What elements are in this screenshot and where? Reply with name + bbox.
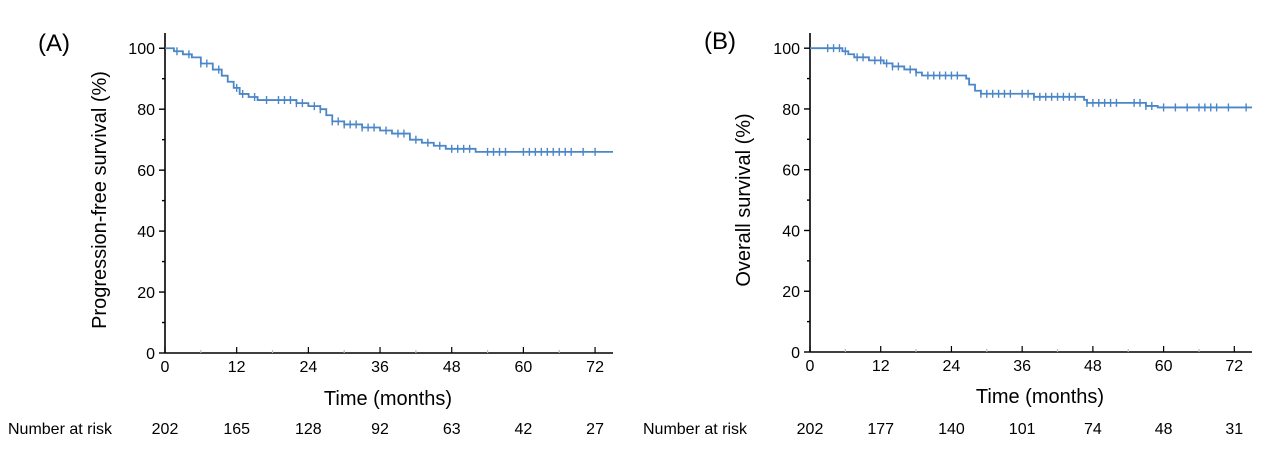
panel-b-risk-value: 31 <box>1225 421 1243 438</box>
panel-a-y-tick-label: 0 <box>146 346 155 363</box>
panel-b-y-tick-label: 100 <box>773 41 800 58</box>
panel-a-x-tick-label: 60 <box>515 359 533 376</box>
panel-a-x-tick-label: 72 <box>586 359 604 376</box>
panel-b-x-tick-label: 12 <box>872 358 890 375</box>
panel-a-risk-value: 27 <box>586 421 604 438</box>
panel-b-y-tick-label: 80 <box>782 102 800 119</box>
panel-a-survival-curve <box>165 47 613 153</box>
panel-b-x-tick-label: 60 <box>1155 358 1173 375</box>
panel-a-risk-value: 165 <box>223 421 250 438</box>
panel-a-y-tick-label: 40 <box>137 224 155 241</box>
panel-a-x-tick-label: 24 <box>299 359 317 376</box>
panel-a-risk-value: 128 <box>295 421 322 438</box>
panel-a-chart: (A) Progression-free survival (%) Time (… <box>8 30 613 438</box>
panel-b-label: (B) <box>704 28 736 55</box>
panel-b-x-tick-label: 24 <box>943 358 961 375</box>
panel-b-risk-label: Number at risk <box>643 421 748 438</box>
panel-a-x-tick-label: 36 <box>371 359 389 376</box>
panel-b-y-tick-label: 60 <box>782 163 800 180</box>
panel-a-risk-value: 63 <box>443 421 461 438</box>
panel-a-y-tick-label: 80 <box>137 102 155 119</box>
panel-b-y-tick-label: 40 <box>782 223 800 240</box>
panel-b-x-tick-label: 36 <box>1013 358 1031 375</box>
panel-a-y-tick-label: 100 <box>128 41 155 58</box>
panel-b-risk-value: 140 <box>938 421 965 438</box>
panel-a-x-tick-label: 12 <box>228 359 246 376</box>
panel-b-survival-curve <box>810 47 1252 109</box>
panel-a-risk-value: 42 <box>515 421 533 438</box>
panel-a-y-tick-label: 20 <box>137 285 155 302</box>
panel-a-risk-label: Number at risk <box>8 421 113 438</box>
panel-b-x-axis-title: Time (months) <box>976 386 1104 408</box>
panel-b-chart: (B) Overall survival (%) Time (months) N… <box>643 28 1252 438</box>
panel-b-y-tick-label: 20 <box>782 284 800 301</box>
panel-a-x-tick-label: 48 <box>443 359 461 376</box>
panel-b-x-tick-label: 48 <box>1084 358 1102 375</box>
panel-a-x-tick-label: 0 <box>161 359 170 376</box>
panel-a-label: (A) <box>38 30 70 57</box>
panel-b-y-tick-label: 0 <box>791 345 800 362</box>
panel-b-x-tick-label: 72 <box>1225 358 1243 375</box>
panel-b-x-tick-label: 0 <box>806 358 815 375</box>
panel-a-y-tick-label: 60 <box>137 163 155 180</box>
panel-b-risk-value: 177 <box>867 421 894 438</box>
panel-b-risk-value: 74 <box>1084 421 1102 438</box>
panel-a-x-axis-title: Time (months) <box>324 388 452 410</box>
panel-b-risk-value: 101 <box>1009 421 1036 438</box>
panel-a-risk-value: 92 <box>371 421 389 438</box>
panel-b-risk-value: 48 <box>1155 421 1173 438</box>
panel-a-y-axis-title: Progression-free survival (%) <box>89 71 111 329</box>
panel-b-risk-value: 202 <box>797 421 824 438</box>
panel-a-risk-value: 202 <box>152 421 179 438</box>
panel-b-y-axis-title: Overall survival (%) <box>733 113 755 286</box>
